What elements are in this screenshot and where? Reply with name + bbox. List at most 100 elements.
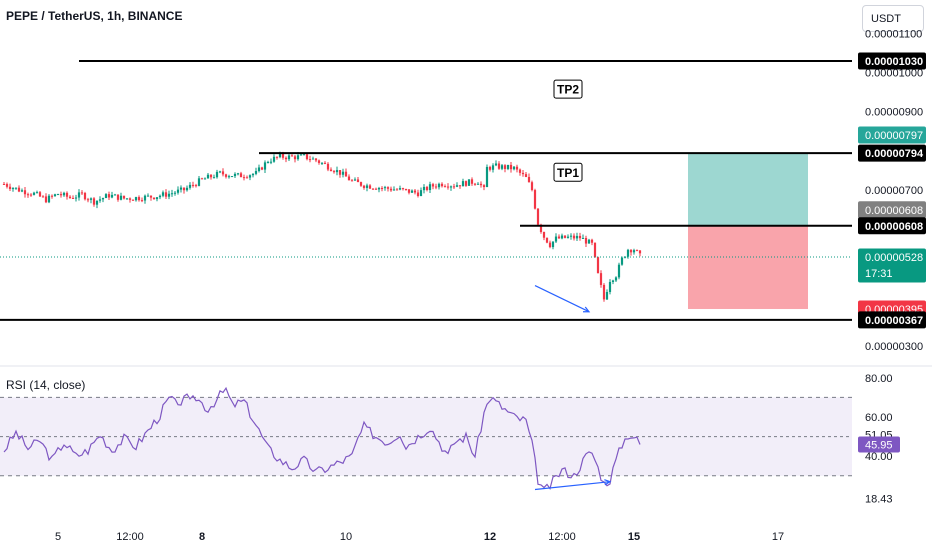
candle-body	[359, 182, 363, 186]
countdown-label: 17:31	[865, 268, 893, 280]
candle-body	[140, 200, 144, 202]
candle-body	[308, 159, 312, 161]
candle-body	[629, 249, 633, 253]
candle-body	[440, 183, 444, 187]
candle-body	[434, 186, 438, 188]
candle-body	[101, 198, 105, 200]
candle-body	[11, 188, 15, 190]
candle-body	[392, 189, 396, 191]
candle-body	[110, 194, 114, 198]
candle-body	[218, 171, 222, 173]
candle-body	[146, 195, 150, 197]
time-tick-label: 12	[484, 531, 496, 543]
candle-body	[458, 185, 462, 187]
time-tick-label: 17	[772, 531, 784, 543]
candle-body	[410, 190, 414, 193]
candle-body	[95, 200, 99, 205]
candle-body	[536, 208, 540, 225]
candle-body	[188, 184, 192, 188]
candle-body	[311, 158, 315, 160]
candle-body	[47, 195, 51, 203]
candle-body	[449, 186, 453, 188]
candle-body	[578, 235, 582, 239]
candle-body	[521, 172, 525, 175]
candle-body	[41, 196, 45, 198]
price-tag	[858, 52, 926, 70]
price-tag-label: 0.00000367	[865, 315, 923, 327]
candle-body	[173, 192, 177, 194]
candle-body	[191, 184, 195, 186]
price-tag-label: 0.00000608	[865, 221, 923, 233]
candle-body	[299, 154, 303, 156]
candle-body	[374, 188, 378, 190]
candle-body	[38, 192, 42, 197]
candle-body	[8, 186, 12, 189]
candle-body	[320, 162, 324, 164]
candle-body	[251, 173, 255, 176]
price-tag	[858, 201, 926, 219]
candle-body	[35, 192, 39, 194]
candle-body	[605, 291, 609, 300]
price-tag	[858, 311, 926, 329]
candle-body	[344, 171, 348, 177]
candle-body	[572, 235, 576, 239]
candle-body	[341, 171, 345, 175]
price-divergence-arrow	[534, 285, 590, 313]
candle-body	[194, 185, 198, 187]
candle-body	[518, 169, 522, 173]
candle-body	[452, 186, 456, 188]
time-tick-label: 8	[199, 531, 205, 543]
candle-body	[599, 273, 603, 285]
candle-body	[215, 171, 219, 178]
tp1-label-box	[553, 162, 583, 182]
candle-body	[356, 179, 360, 183]
candle-body	[362, 185, 366, 188]
candle-body	[167, 193, 171, 197]
candle-body	[554, 236, 558, 242]
candle-body	[503, 165, 507, 169]
candle-body	[224, 174, 228, 177]
price-tag	[858, 217, 926, 235]
currency-selector[interactable]: USDT	[862, 5, 924, 32]
candle-body	[134, 197, 138, 201]
candle-body	[296, 155, 300, 160]
candle-body	[179, 187, 183, 190]
candle-body	[293, 156, 297, 160]
candle-body	[566, 236, 570, 238]
candle-body	[626, 249, 630, 257]
candle-body	[596, 257, 600, 274]
candle-body	[533, 190, 537, 209]
candle-body	[263, 162, 267, 170]
candle-body	[509, 164, 513, 170]
candle-body	[107, 194, 111, 198]
candle-body	[128, 198, 132, 200]
candle-body	[488, 166, 492, 170]
tp2-label: TP2	[557, 83, 579, 97]
candle-body	[137, 197, 141, 201]
candle-body	[206, 174, 210, 179]
candle-body	[44, 196, 48, 203]
candle-body	[245, 177, 249, 179]
candle-body	[539, 224, 543, 232]
candle-body	[266, 161, 270, 163]
candle-body	[269, 161, 273, 163]
candle-body	[98, 199, 102, 201]
candle-body	[56, 194, 60, 196]
candle-body	[212, 177, 216, 179]
candle-body	[209, 174, 213, 178]
candle-body	[242, 177, 246, 179]
price-tick-label: 0.00000900	[865, 107, 923, 119]
candle-body	[485, 166, 489, 188]
candle-body	[422, 186, 426, 191]
rsi-tick-label: 60.00	[865, 412, 893, 424]
price-tag	[858, 126, 926, 144]
candle-body	[611, 280, 615, 282]
candle-body	[515, 166, 519, 170]
candle-body	[317, 160, 321, 163]
candle-body	[353, 179, 357, 181]
candle-body	[524, 174, 528, 177]
candle-body	[563, 235, 567, 238]
candle-body	[233, 173, 237, 177]
candle-body	[371, 188, 375, 190]
